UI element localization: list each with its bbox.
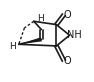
Text: H: H	[37, 14, 44, 23]
Polygon shape	[19, 37, 42, 44]
Text: H: H	[9, 42, 16, 51]
Text: O: O	[64, 10, 72, 20]
Text: NH: NH	[67, 30, 82, 40]
Text: O: O	[64, 56, 72, 66]
